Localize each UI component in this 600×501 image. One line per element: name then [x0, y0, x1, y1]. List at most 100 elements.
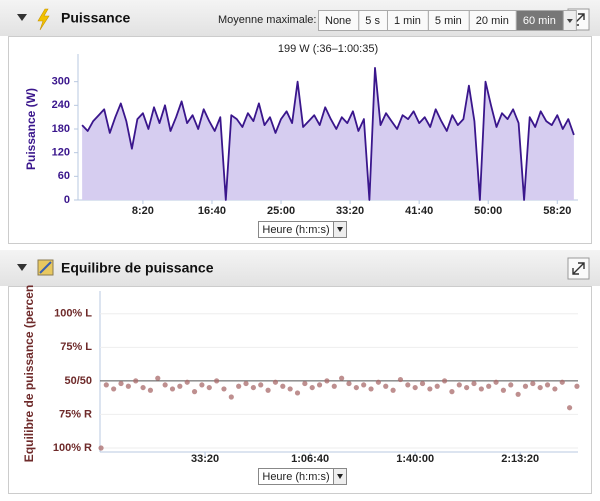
x-tick-label: 2:13:20	[501, 453, 539, 465]
point	[471, 380, 477, 387]
point	[515, 391, 521, 397]
point	[133, 378, 139, 384]
averaging-button[interactable]: 20 min	[468, 10, 517, 31]
averaging-button[interactable]: 60 min	[515, 10, 564, 31]
point	[493, 379, 499, 385]
point	[280, 383, 286, 389]
y-tick-label: 75% R	[59, 408, 92, 420]
point	[383, 383, 389, 389]
point	[294, 390, 301, 396]
point	[236, 383, 242, 389]
averaging-button[interactable]: 5 s	[358, 10, 388, 31]
point	[324, 378, 330, 384]
y-tick-label: 75% L	[60, 341, 92, 353]
point	[390, 387, 396, 393]
chart-panel	[8, 286, 592, 494]
point	[405, 382, 411, 388]
y-tick-label: 100% L	[54, 308, 92, 320]
x-tick-label: 1:40:00	[396, 453, 434, 465]
button-label: 20 min	[476, 15, 509, 27]
point	[221, 386, 227, 392]
point	[118, 380, 124, 387]
collapse-toggle[interactable]	[17, 14, 27, 21]
y-tick-label: 0	[64, 194, 70, 206]
y-tick-label: 60	[58, 170, 70, 182]
y-tick-label: 50/50	[64, 375, 92, 387]
point	[456, 382, 462, 388]
point	[140, 384, 146, 391]
point	[508, 382, 514, 388]
y-tick-label: 100% R	[53, 442, 92, 454]
y-axis-label: Equilibre de puissance (percen	[22, 285, 36, 462]
point	[302, 380, 308, 387]
point	[265, 387, 271, 393]
point	[346, 380, 352, 387]
point	[250, 384, 256, 391]
point	[111, 386, 117, 392]
point	[125, 383, 131, 389]
point	[243, 380, 249, 387]
point	[537, 384, 543, 391]
balance-icon-mark	[39, 261, 52, 274]
point	[361, 382, 367, 388]
point	[552, 386, 558, 392]
x-tick-label: 33:20	[191, 453, 219, 465]
y-tick-label: 120	[52, 147, 70, 159]
x-selector[interactable]: Heure (h:m:s)	[258, 468, 347, 485]
button-label: 60 min	[523, 15, 556, 27]
point	[412, 384, 418, 391]
x-tick-label: 1:06:40	[291, 453, 329, 465]
point	[103, 382, 109, 388]
point	[544, 382, 551, 388]
point	[331, 383, 337, 389]
panel-title: Equilibre de puissance	[61, 260, 214, 276]
line	[81, 67, 575, 201]
x-selector[interactable]: Heure (h:m:s)	[258, 221, 347, 238]
point	[184, 379, 190, 385]
point	[486, 383, 492, 389]
button-label: None	[325, 15, 351, 27]
point	[309, 384, 315, 391]
y-tick-label: 180	[52, 123, 70, 135]
y-tick-label: 240	[52, 99, 70, 111]
point	[464, 384, 470, 391]
x-tick-label: 41:40	[405, 205, 433, 217]
point	[339, 375, 345, 381]
point	[500, 387, 507, 393]
chart-title: 199 W (:36–1:00:35)	[278, 43, 378, 55]
button-label: 1 min	[394, 15, 421, 27]
point	[559, 379, 565, 385]
point	[228, 394, 234, 400]
selector-arrow	[337, 227, 343, 232]
point	[574, 383, 580, 389]
averaging-label: Moyenne maximale:	[218, 14, 316, 26]
averaging-button[interactable]: 1 min	[386, 10, 429, 31]
point	[353, 384, 359, 391]
area	[82, 67, 574, 201]
point	[441, 378, 448, 384]
point	[98, 445, 104, 451]
point	[397, 376, 404, 383]
x-tick-label: 8:20	[132, 205, 154, 217]
averaging-button[interactable]: None	[318, 10, 360, 31]
y-axis-label: Puissance (W)	[24, 88, 38, 170]
point	[419, 380, 426, 387]
x-tick-label: 33:20	[336, 205, 364, 217]
point	[316, 382, 323, 388]
x-tick-label: 16:40	[198, 205, 226, 217]
collapse-toggle[interactable]	[17, 264, 27, 271]
point	[162, 382, 168, 388]
point	[206, 384, 212, 391]
averaging-button[interactable]: 5 min	[427, 10, 470, 31]
point	[177, 383, 183, 389]
dropdown-arrow	[566, 19, 573, 23]
point	[214, 378, 220, 384]
button-label: 5 min	[435, 15, 462, 27]
x-tick-label: 25:00	[267, 205, 295, 217]
point	[368, 386, 374, 392]
button-label: 5 s	[365, 15, 380, 27]
selector-label: Heure (h:m:s)	[262, 224, 329, 236]
point	[199, 382, 205, 388]
